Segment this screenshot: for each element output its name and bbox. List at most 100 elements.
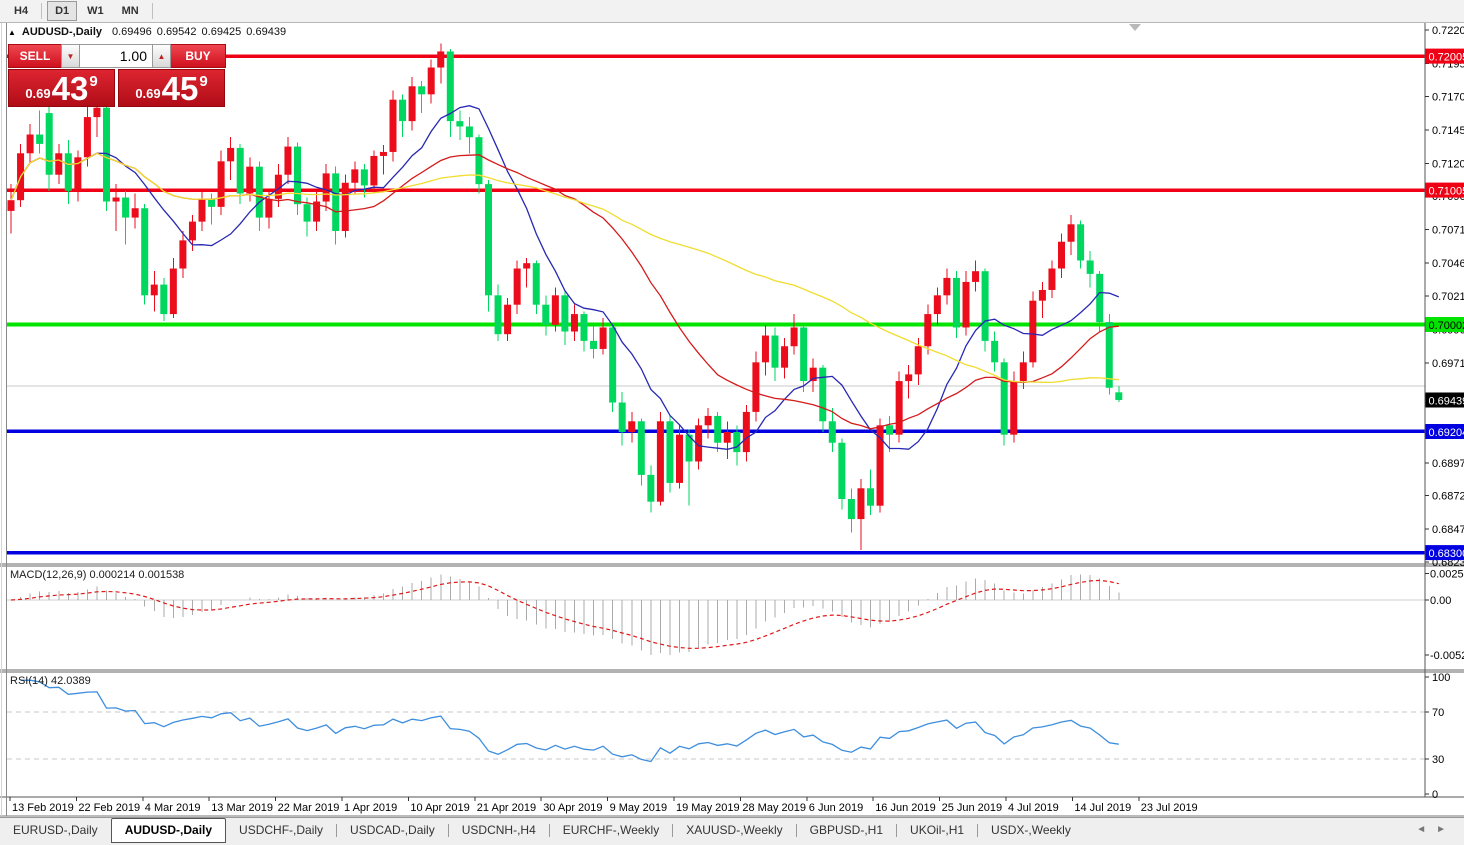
price-axis-badges: 0.72005 0.71005 0.70002 0.69439 0.69204 0.683… bbox=[1425, 48, 1464, 561]
toolbar-divider bbox=[151, 3, 153, 19]
svg-text:4 Jul 2019: 4 Jul 2019 bbox=[1008, 802, 1059, 814]
tab-audusd-daily[interactable]: AUDUSD-,Daily bbox=[110, 818, 227, 843]
window-left-border-outer bbox=[1, 22, 2, 816]
macd-indicator-label: MACD(12,26,9) 0.000214 0.001538 bbox=[10, 569, 184, 581]
svg-text:0.71705: 0.71705 bbox=[1432, 91, 1464, 103]
buy-price-prefix: 0.69 bbox=[135, 86, 161, 101]
svg-text:14 Jul 2019: 14 Jul 2019 bbox=[1074, 802, 1131, 814]
buy-price-big: 45 bbox=[161, 69, 199, 107]
svg-text:0.69715: 0.69715 bbox=[1432, 358, 1464, 370]
svg-text:0.70215: 0.70215 bbox=[1432, 291, 1464, 303]
scroll-marker-icon[interactable] bbox=[1129, 24, 1141, 31]
svg-text:1 Apr 2019: 1 Apr 2019 bbox=[344, 802, 397, 814]
svg-text:13 Mar 2019: 13 Mar 2019 bbox=[211, 802, 273, 814]
tab-usdcnh-h4[interactable]: USDCNH-,H4 bbox=[461, 823, 536, 837]
tab-usdcad-daily[interactable]: USDCAD-,Daily bbox=[350, 823, 435, 837]
svg-text:0.00: 0.00 bbox=[1430, 595, 1451, 607]
volume-increase-button[interactable]: ▲ bbox=[152, 44, 171, 68]
timeframe-button-h4[interactable]: H4 bbox=[14, 5, 29, 17]
panel-borders bbox=[0, 22, 1464, 817]
date-axis[interactable]: 13 Feb 2019 22 Feb 2019 4 Mar 2019 13 Mar 2… bbox=[9, 797, 1198, 814]
macd-values: 0.000214 0.001538 bbox=[89, 569, 185, 581]
svg-text:0.70002: 0.70002 bbox=[1429, 320, 1464, 332]
svg-text:0.71005: 0.71005 bbox=[1429, 186, 1464, 198]
svg-text:0.69204: 0.69204 bbox=[1429, 427, 1464, 439]
tab-scroll-left-icon[interactable]: ◄ bbox=[1416, 824, 1437, 835]
svg-text:70: 70 bbox=[1432, 707, 1444, 719]
svg-text:21 Apr 2019: 21 Apr 2019 bbox=[477, 802, 536, 814]
chart-tab-bar: EURUSD-,Daily AUDUSD-,Daily USDCHF-,Daily U… bbox=[0, 817, 1464, 845]
tab-eurchf-weekly[interactable]: EURCHF-,Weekly bbox=[562, 823, 660, 837]
svg-text:0.69439: 0.69439 bbox=[1429, 395, 1464, 407]
candles bbox=[7, 43, 1123, 550]
chart-title-bar: ▲ AUDUSD-,Daily 0.69496 0.69542 0.69425 0.694… bbox=[8, 26, 291, 38]
rsi-value: 42.0389 bbox=[50, 675, 91, 687]
guide-lines bbox=[7, 599, 1425, 760]
rsi-indicator-label: RSI(14) 42.0389 bbox=[10, 675, 91, 687]
tab-ukoil-h1[interactable]: UKOil-,H1 bbox=[910, 823, 965, 837]
buy-button[interactable]: BUY bbox=[171, 44, 226, 68]
one-click-trade-panel: SELL ▼ ▲ BUY 0.69 43 9 0.69 45 9 bbox=[8, 44, 227, 107]
macd-histogram bbox=[20, 574, 1120, 656]
svg-text:0.68725: 0.68725 bbox=[1432, 491, 1464, 503]
svg-text:4 Mar 2019: 4 Mar 2019 bbox=[145, 802, 201, 814]
timeframe-button-d1[interactable]: D1 bbox=[47, 1, 78, 21]
rsi-name: RSI(14) bbox=[10, 675, 48, 687]
svg-text:16 Jun 2019: 16 Jun 2019 bbox=[875, 802, 936, 814]
sell-price-big: 43 bbox=[51, 69, 89, 107]
tab-gbpusd-h1[interactable]: GBPUSD-,H1 bbox=[809, 823, 884, 837]
buy-price-box[interactable]: 0.69 45 9 bbox=[118, 69, 225, 107]
sell-price-sup: 9 bbox=[89, 73, 98, 90]
spin-up-icon: ▲ bbox=[157, 51, 166, 61]
svg-text:30 Apr 2019: 30 Apr 2019 bbox=[543, 802, 602, 814]
sell-button[interactable]: SELL bbox=[8, 44, 61, 68]
svg-text:10 Apr 2019: 10 Apr 2019 bbox=[410, 802, 469, 814]
moving-average-lines bbox=[10, 105, 1120, 450]
svg-text:22 Mar 2019: 22 Mar 2019 bbox=[278, 802, 340, 814]
tab-scroll-arrows[interactable]: ◄► bbox=[1416, 824, 1456, 835]
ohlc-low: 0.69425 bbox=[201, 26, 242, 38]
svg-text:0.68475: 0.68475 bbox=[1432, 524, 1464, 536]
svg-text:30: 30 bbox=[1432, 754, 1444, 766]
rsi-line bbox=[20, 679, 1119, 763]
tab-usdx-weekly[interactable]: USDX-,Weekly bbox=[991, 823, 1071, 837]
volume-input[interactable] bbox=[80, 44, 152, 68]
tab-usdchf-daily[interactable]: USDCHF-,Daily bbox=[239, 823, 324, 837]
ohlc-high: 0.69542 bbox=[156, 26, 197, 38]
svg-text:23 Jul 2019: 23 Jul 2019 bbox=[1141, 802, 1198, 814]
svg-text:100: 100 bbox=[1432, 672, 1450, 684]
price-axis[interactable]: 0.722000.719500.717050.714550.712050.709… bbox=[1425, 25, 1464, 569]
sell-price-box[interactable]: 0.69 43 9 bbox=[8, 69, 115, 107]
svg-text:0: 0 bbox=[1432, 789, 1438, 801]
volume-decrease-button[interactable]: ▼ bbox=[61, 44, 80, 68]
svg-text:0.68300: 0.68300 bbox=[1429, 548, 1464, 560]
macd-signal-line bbox=[10, 579, 1119, 649]
svg-text:22 Feb 2019: 22 Feb 2019 bbox=[78, 802, 140, 814]
tab-scroll-right-icon[interactable]: ► bbox=[1436, 824, 1456, 835]
window-left-border bbox=[6, 22, 7, 816]
timeframe-toolbar: H4 D1 W1 MN bbox=[0, 0, 1464, 23]
collapse-trade-panel-icon[interactable]: ▲ bbox=[8, 28, 16, 37]
svg-text:0.71205: 0.71205 bbox=[1432, 158, 1464, 170]
tab-xauusd-weekly[interactable]: XAUUSD-,Weekly bbox=[686, 823, 783, 837]
svg-text:0.71455: 0.71455 bbox=[1432, 125, 1464, 137]
chart-symbol-label: AUDUSD-,Daily bbox=[21, 26, 102, 38]
svg-text:6 Jun 2019: 6 Jun 2019 bbox=[809, 802, 863, 814]
horizontal-price-lines[interactable] bbox=[7, 54, 1425, 555]
svg-text:0.72005: 0.72005 bbox=[1429, 52, 1464, 64]
macd-name: MACD(12,26,9) bbox=[10, 569, 87, 581]
tab-eurusd-daily[interactable]: EURUSD-,Daily bbox=[13, 823, 98, 837]
buy-price-sup: 9 bbox=[199, 73, 208, 90]
ohlc-close: 0.69439 bbox=[246, 26, 287, 38]
timeframe-button-mn[interactable]: MN bbox=[121, 5, 139, 17]
spin-down-icon: ▼ bbox=[66, 51, 75, 61]
svg-text:0.002522: 0.002522 bbox=[1430, 569, 1464, 581]
svg-text:13 Feb 2019: 13 Feb 2019 bbox=[12, 802, 74, 814]
timeframe-button-w1[interactable]: W1 bbox=[87, 5, 104, 17]
svg-text:19 May 2019: 19 May 2019 bbox=[676, 802, 740, 814]
svg-text:-0.005234: -0.005234 bbox=[1430, 650, 1464, 662]
